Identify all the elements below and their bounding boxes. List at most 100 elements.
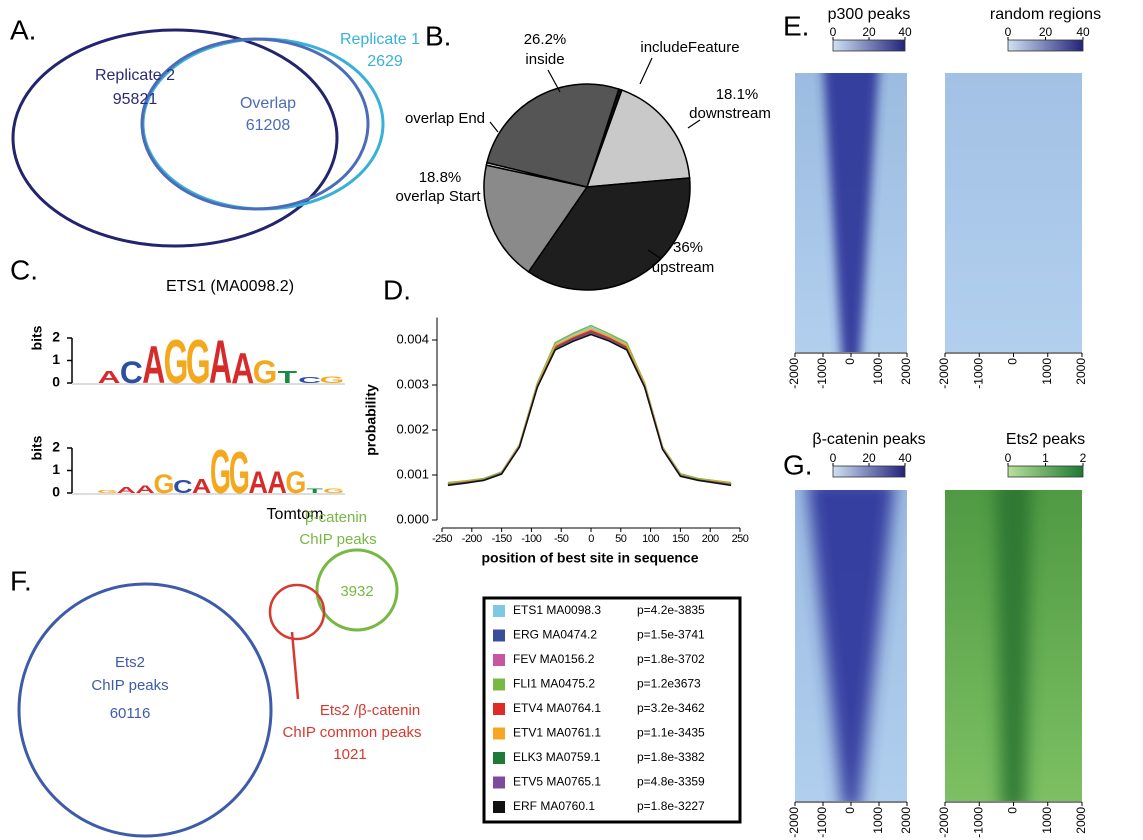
logo-letter: A	[135, 483, 155, 495]
legend-swatch	[493, 629, 505, 642]
logo-letter: A	[209, 329, 232, 397]
pie-label: upstream	[652, 259, 715, 276]
x-tick-label: -2000	[937, 358, 951, 389]
x-tick-label: 1000	[1040, 807, 1054, 834]
venn-label: Overlap	[240, 95, 296, 112]
venn-set	[11, 28, 339, 248]
series-line	[447, 329, 732, 485]
x-tick-label: 200	[702, 533, 719, 545]
heatmap	[795, 73, 907, 352]
heatmap	[945, 490, 1082, 801]
legend-label: FEV MA0156.2	[513, 652, 595, 666]
pie-label: inside	[525, 51, 564, 68]
logo-axis-label: bits	[29, 325, 45, 350]
x-tick-label: -50	[554, 533, 569, 545]
colorbar-tick-label: 40	[898, 25, 912, 39]
heatmap	[795, 490, 907, 801]
x-tick-label: 0	[843, 807, 857, 814]
legend-p-value: p=4.2e-3835	[637, 603, 705, 617]
leader-line	[489, 121, 499, 133]
legend-label: FLI1 MA0475.2	[513, 677, 595, 691]
venn-count: 60116	[110, 705, 151, 722]
x-tick-label: 250	[732, 533, 749, 545]
logo-letter: G	[285, 466, 306, 500]
venn-set	[315, 548, 399, 632]
x-tick-label: -2000	[787, 807, 801, 838]
logo-footer: Tomtom	[267, 506, 324, 523]
logo-letter: G	[164, 326, 189, 397]
legend-p-value: p=1.2e3673	[637, 677, 701, 691]
logo-letter: G	[97, 489, 118, 494]
logo-letter: G	[319, 375, 344, 385]
legend-label: ETV5 MA0765.1	[513, 775, 601, 789]
y-tick-label: 0.001	[396, 466, 429, 481]
panel-letter: F.	[10, 565, 32, 596]
x-tick-label: 50	[615, 533, 627, 545]
panel-letter: C.	[10, 254, 38, 285]
series-line	[447, 331, 732, 486]
heatmap-signal	[823, 73, 879, 352]
legend-p-value: p=4.8e-3359	[637, 775, 705, 789]
logo-letter: T	[278, 368, 298, 387]
logo-letter: A	[117, 486, 136, 495]
x-tick-label: 2000	[1074, 807, 1088, 834]
logo-letter: C	[298, 376, 321, 385]
x-tick-label: -1000	[971, 358, 985, 389]
series-line	[447, 324, 732, 484]
colorbar	[1007, 465, 1084, 478]
pie-slice	[486, 83, 620, 188]
logo-tick-label: 1	[52, 351, 60, 367]
colorbar-tick-label: 0	[1005, 451, 1012, 465]
venn-overlap	[268, 583, 326, 641]
logo-letter: A	[267, 466, 286, 500]
panel-letter: D.	[383, 274, 411, 305]
legend-swatch	[493, 752, 505, 764]
legend-p-value: p=1.1e-3435	[637, 726, 705, 740]
venn-set	[17, 582, 273, 838]
pie-label: overlap End	[405, 110, 485, 127]
legend-swatch	[493, 727, 505, 740]
x-tick-label: -250	[432, 533, 452, 545]
venn-label: Replicate 2	[95, 67, 175, 84]
panel-letter: G.	[783, 449, 813, 480]
pie-slice	[585, 89, 691, 188]
y-axis-label: probability	[363, 384, 379, 456]
legend-p-value: p=3.2e-3462	[637, 701, 705, 715]
pie-slice	[527, 177, 691, 291]
legend-p-value: p=1.5e-3741	[637, 628, 705, 642]
logo-tick-label: 0	[52, 484, 60, 500]
series-line	[447, 332, 732, 486]
colorbar-tick-label: 20	[862, 451, 876, 465]
pie-label: includeFeature	[640, 39, 739, 56]
series-line	[447, 331, 732, 486]
pie-slice	[483, 164, 589, 273]
pie-label: overlap Start	[395, 188, 481, 205]
venn-count: 3932	[340, 583, 373, 600]
heatmap-title: random regions	[990, 6, 1101, 23]
x-tick-label: 0	[1006, 807, 1020, 814]
venn-count: 1021	[333, 746, 366, 763]
leader-line	[547, 69, 561, 93]
colorbar	[832, 465, 906, 478]
legend-p-value: p=1.8e-3702	[637, 652, 705, 666]
venn-label: ChIP peaks	[91, 677, 168, 694]
series-line	[447, 330, 732, 485]
logo-letter: A	[192, 475, 211, 498]
colorbar-tick-label: 2	[1080, 451, 1087, 465]
x-tick-label: -150	[492, 533, 512, 545]
colorbar-tick-label: 1	[1042, 451, 1049, 465]
y-tick-label: 0.002	[396, 421, 429, 436]
logo-letter: G	[253, 354, 278, 391]
heatmap-title: Ets2 peaks	[1006, 431, 1085, 448]
leader-line	[290, 631, 300, 700]
panel-letter: B.	[425, 20, 451, 51]
y-tick-label: 0.000	[396, 511, 429, 526]
logo-letter: G	[323, 488, 344, 495]
pie-value-label: 18.8%	[419, 169, 462, 186]
x-tick-label: 2000	[899, 358, 913, 385]
colorbar-tick-label: 40	[1076, 25, 1090, 39]
x-tick-label: 2000	[899, 807, 913, 834]
x-tick-label: -200	[462, 533, 482, 545]
logo-tick-label: 0	[52, 374, 60, 390]
